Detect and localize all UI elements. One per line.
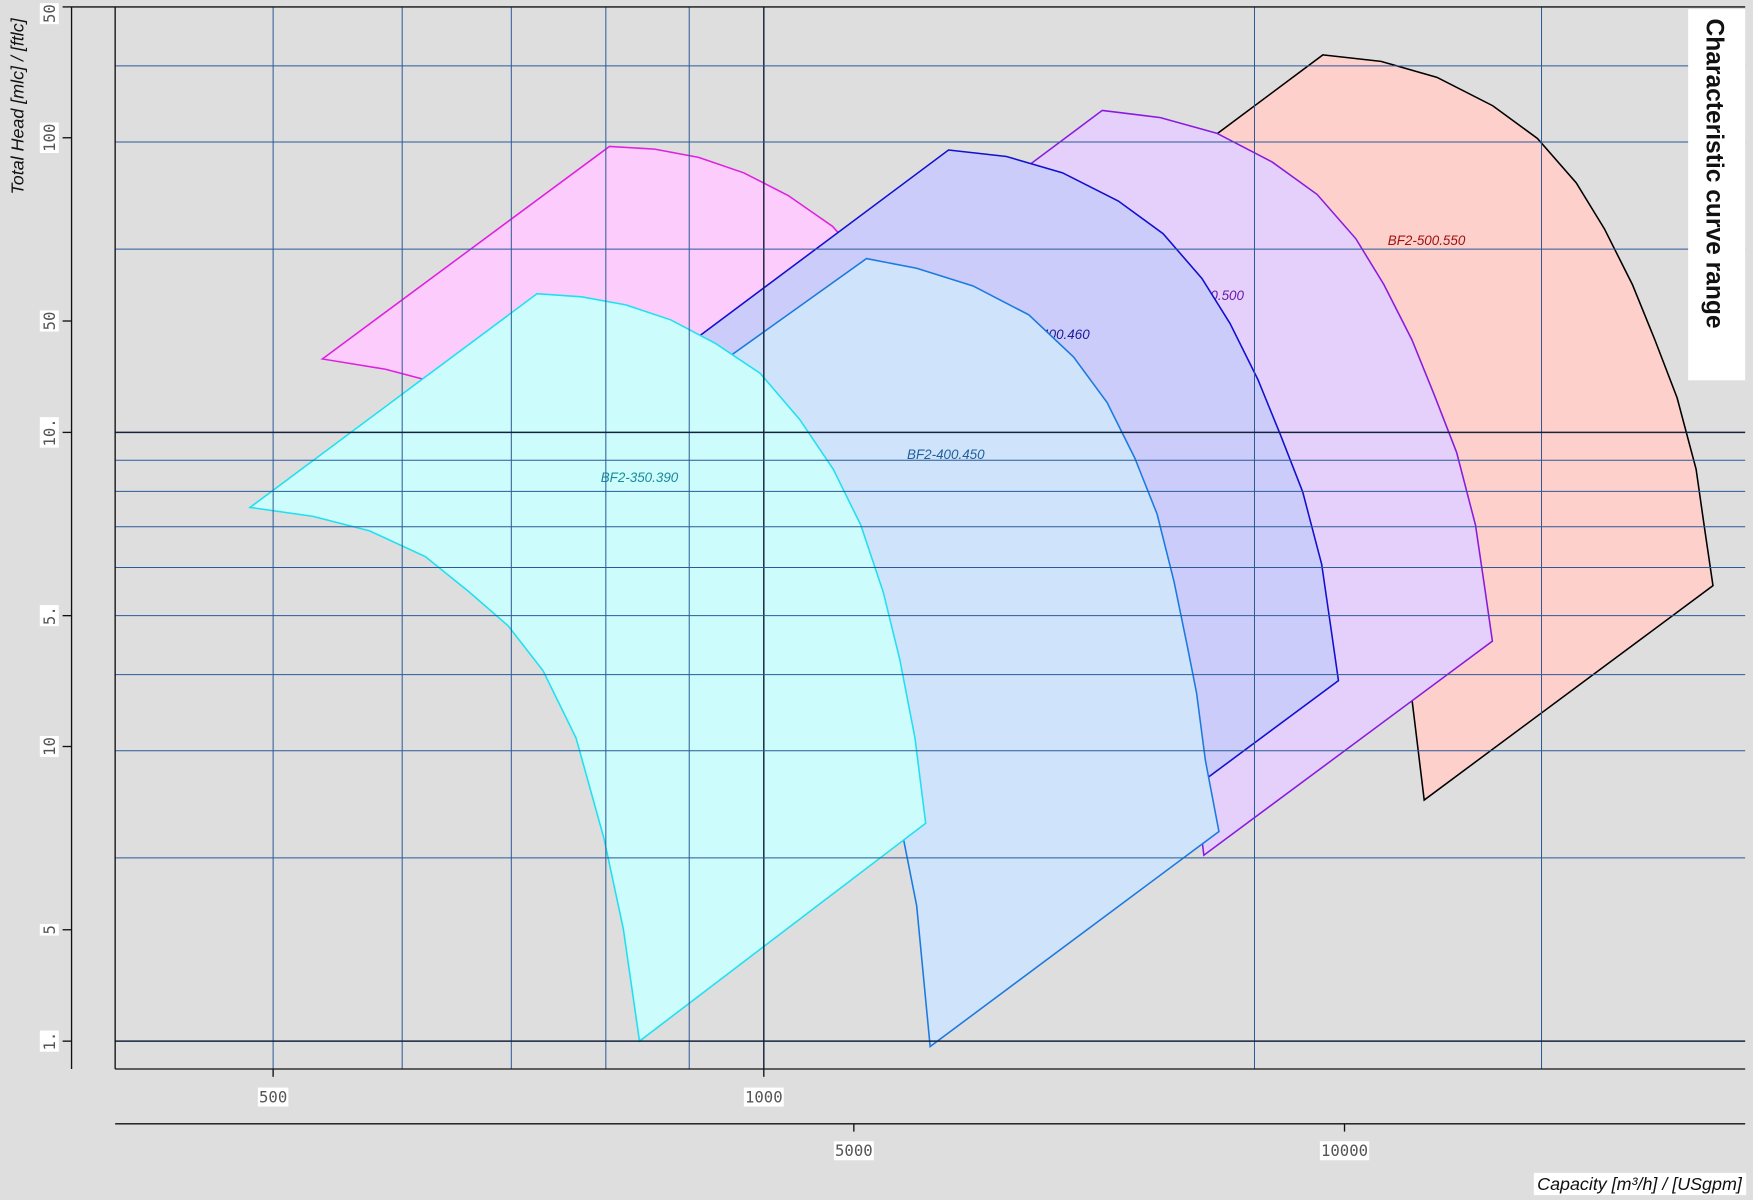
tick-label: 100 (40, 124, 59, 152)
tick-label: 1000 (745, 1088, 783, 1107)
tick-label-box (39, 3, 59, 25)
tick-label-group: 5 (39, 923, 59, 936)
tick-label: 5000 (835, 1141, 873, 1160)
curve-range (248, 292, 927, 1043)
tick-label-group: 50 (39, 3, 59, 25)
tick-label: 5. (40, 606, 59, 625)
tick-label-group: 5. (39, 605, 59, 627)
tick-label-group: 5000 (833, 1141, 874, 1161)
grid (115, 6, 1746, 1069)
series-label: BF2-400.450 (907, 447, 985, 462)
tick-label-box (39, 310, 59, 332)
series-label: BF2-500.550 (1388, 233, 1466, 248)
tick-label-group: 100 (39, 122, 59, 154)
tick-label-group: 50 (39, 310, 59, 332)
tick-label: 50 (40, 4, 59, 23)
title-box (1688, 9, 1746, 381)
tick-label: 10 (40, 737, 59, 756)
tick-label: 10. (40, 418, 59, 446)
x-axis-title-box (1533, 1172, 1747, 1196)
tick-label-box (257, 1087, 289, 1107)
tick-label: 5 (40, 925, 59, 934)
tick-label: 1. (40, 1032, 59, 1051)
tick-label-group: 1000 (743, 1087, 784, 1107)
tick-label-box (39, 605, 59, 627)
tick-label-group: 10000 (1319, 1141, 1370, 1161)
tick-label-box (743, 1087, 784, 1107)
tick-label: 50 (40, 312, 59, 331)
plot-area: BF2-500.550BF2-450.500BF2-400.460BF2-400… (248, 54, 1714, 1048)
tick-label-box (39, 417, 59, 448)
tick-label-group: 10. (39, 417, 59, 448)
y-axis-title: Total Head [mlc] / [ftlc] (8, 17, 28, 194)
tick-label-box (833, 1141, 874, 1161)
tick-label-box (39, 923, 59, 936)
x-axis-title: Capacity [m³/h] / [USgpm] (1537, 1174, 1743, 1194)
tick-label-group: 500 (257, 1087, 289, 1107)
tick-label-box (39, 1030, 59, 1052)
chart-title: Characteristic curve range (1700, 18, 1727, 328)
series-label: BF2-350.390 (601, 470, 679, 485)
tick-label: 500 (259, 1088, 287, 1107)
axes: 1. 5. 10. 50 5 10 50 100 500 1000 5000 10000 (39, 3, 1746, 1161)
tick-label-group: 1. (39, 1030, 59, 1052)
x-axis-title-group: Capacity [m³/h] / [USgpm] (1533, 1172, 1747, 1196)
tick-label-box (1319, 1141, 1370, 1161)
tick-label-group: 10 (39, 735, 59, 758)
tick-label-box (39, 735, 59, 758)
tick-label-box (39, 122, 59, 154)
tick-label: 10000 (1321, 1141, 1368, 1160)
